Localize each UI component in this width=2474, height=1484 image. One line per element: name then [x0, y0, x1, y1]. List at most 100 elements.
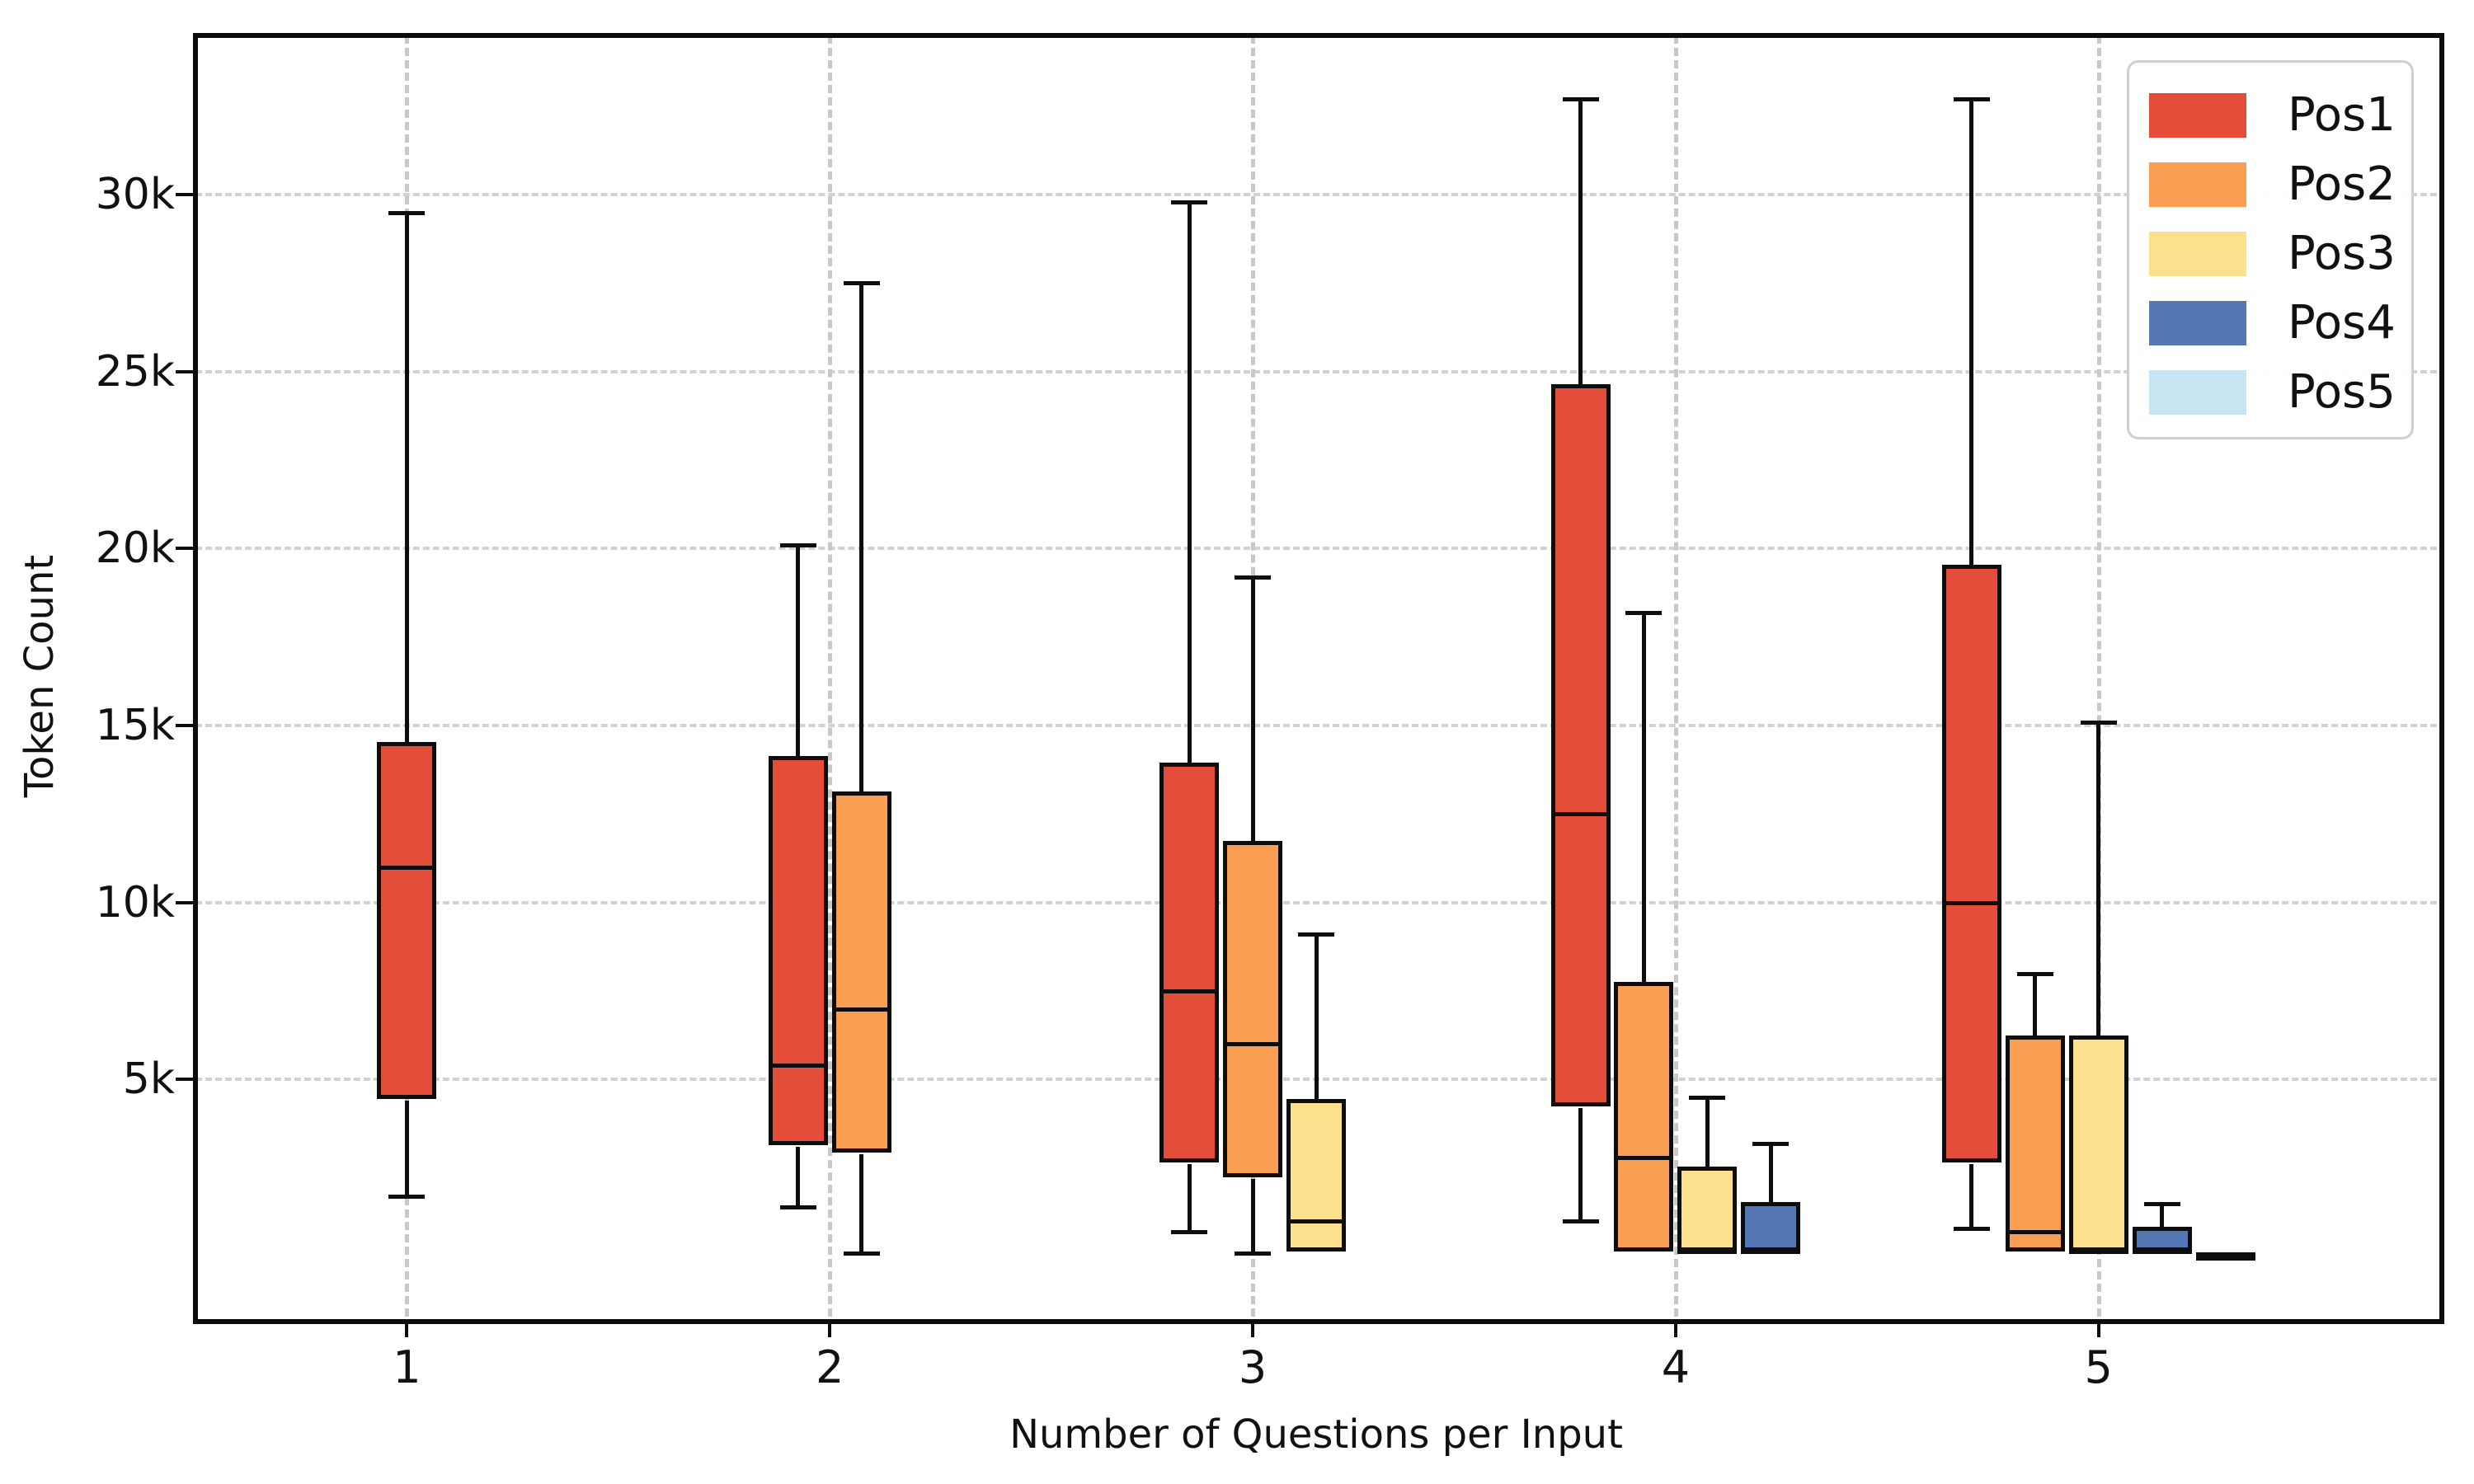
box-pos2-group2	[831, 791, 891, 1153]
y-tick-label-30k: 30k	[95, 170, 175, 220]
legend-label-pos3: Pos3	[2288, 227, 2396, 280]
box-pos1-group2	[768, 755, 828, 1145]
x-tick-label-5: 5	[2084, 1341, 2113, 1393]
gridline-v-2	[828, 35, 833, 1317]
y-tick-20k	[176, 547, 194, 551]
median-pos2-group5	[2005, 1229, 2065, 1234]
whisker-upper-pos2-group2	[859, 283, 864, 793]
y-axis-label: Token Count	[16, 554, 63, 798]
box-pos1-group5	[1941, 564, 2001, 1163]
whisker-cap-low-pos1-group5	[1953, 1226, 1990, 1231]
whisker-lower-pos2-group3	[1250, 1178, 1255, 1253]
x-tick-4	[1673, 1319, 1677, 1337]
box-pos3-group3	[1286, 1099, 1346, 1252]
whisker-upper-pos2-group4	[1641, 612, 1646, 984]
median-pos5-group5	[2195, 1252, 2255, 1256]
median-pos2-group2	[831, 1007, 891, 1012]
whisker-lower-pos1-group2	[796, 1146, 801, 1207]
median-pos2-group3	[1223, 1042, 1283, 1047]
whisker-upper-pos1-group2	[796, 545, 801, 758]
legend-item-pos5: Pos5	[2149, 358, 2411, 427]
whisker-upper-pos3-group4	[1705, 1097, 1710, 1168]
plot-area	[195, 35, 2437, 1317]
x-tick-3	[1251, 1319, 1255, 1337]
whisker-cap-high-pos4-group5	[2143, 1201, 2180, 1206]
whisker-cap-low-pos1-group3	[1171, 1229, 1208, 1234]
whisker-upper-pos2-group5	[2033, 973, 2038, 1037]
whisker-lower-pos1-group4	[1578, 1107, 1583, 1222]
legend-item-pos4: Pos4	[2149, 289, 2411, 358]
whisker-lower-pos2-group2	[859, 1153, 864, 1253]
whisker-upper-pos1-group1	[404, 212, 409, 744]
legend-label-pos2: Pos2	[2288, 157, 2396, 211]
x-tick-label-1: 1	[393, 1341, 421, 1393]
legend-label-pos1: Pos1	[2288, 88, 2396, 142]
box-pos3-group5	[2068, 1035, 2128, 1252]
whisker-cap-high-pos1-group5	[1953, 97, 1990, 102]
whisker-cap-high-pos3-group4	[1689, 1095, 1726, 1100]
box-pos2-group3	[1223, 840, 1283, 1177]
whisker-cap-low-pos1-group4	[1562, 1219, 1599, 1224]
legend-item-pos1: Pos1	[2149, 81, 2411, 150]
y-tick-15k	[176, 724, 194, 728]
y-tick-5k	[176, 1078, 194, 1082]
box-pos3-group4	[1677, 1166, 1738, 1252]
whisker-cap-high-pos1-group2	[779, 543, 816, 548]
x-tick-2	[828, 1319, 832, 1337]
gridline-h-30k	[195, 193, 2437, 197]
whisker-upper-pos2-group3	[1250, 576, 1255, 843]
box-pos1-group1	[377, 741, 437, 1100]
gridline-v-5	[2096, 35, 2101, 1317]
whisker-upper-pos1-group3	[1187, 201, 1192, 765]
whisker-lower-pos1-group1	[404, 1101, 409, 1197]
box-pos1-group4	[1550, 383, 1611, 1106]
x-tick-label-4: 4	[1661, 1341, 1691, 1393]
median-pos4-group5	[2132, 1249, 2192, 1254]
y-tick-label-10k: 10k	[95, 877, 175, 928]
legend-label-pos4: Pos4	[2288, 296, 2396, 350]
median-pos4-group4	[1741, 1249, 1801, 1254]
box-pos4-group5	[2132, 1226, 2192, 1252]
box-pos4-group4	[1741, 1201, 1801, 1252]
whisker-cap-low-pos1-group2	[779, 1205, 816, 1209]
whisker-cap-low-pos1-group1	[388, 1195, 426, 1200]
whisker-cap-low-pos2-group2	[843, 1251, 880, 1256]
whisker-cap-high-pos1-group1	[388, 210, 426, 215]
y-tick-label-25k: 25k	[95, 346, 175, 397]
median-pos3-group4	[1677, 1249, 1738, 1254]
whisker-cap-high-pos3-group5	[2080, 720, 2117, 725]
x-axis-label: Number of Questions per Input	[1009, 1411, 1623, 1458]
box-pos2-group4	[1614, 982, 1674, 1252]
whisker-lower-pos1-group3	[1187, 1164, 1192, 1232]
box-pos2-group5	[2005, 1035, 2065, 1252]
gridline-h-10k	[195, 900, 2437, 904]
legend-swatch-pos3	[2149, 232, 2246, 276]
y-tick-10k	[176, 900, 194, 904]
median-pos1-group5	[1941, 900, 2001, 905]
legend-item-pos3: Pos3	[2149, 219, 2411, 289]
x-tick-label-3: 3	[1238, 1341, 1268, 1393]
median-pos1-group4	[1550, 812, 1611, 817]
legend-item-pos2: Pos2	[2149, 150, 2411, 219]
median-pos1-group3	[1159, 989, 1220, 994]
x-tick-1	[405, 1319, 409, 1337]
whisker-upper-pos1-group4	[1578, 99, 1583, 386]
whisker-cap-high-pos4-group4	[1752, 1141, 1790, 1146]
median-pos2-group4	[1614, 1155, 1674, 1160]
legend-swatch-pos5	[2149, 370, 2246, 415]
whisker-cap-high-pos1-group4	[1562, 97, 1599, 102]
whisker-upper-pos4-group4	[1768, 1143, 1773, 1204]
median-pos3-group3	[1286, 1219, 1346, 1224]
gridline-h-25k	[195, 369, 2437, 373]
y-tick-label-20k: 20k	[95, 524, 175, 574]
whisker-cap-high-pos3-group3	[1298, 932, 1334, 937]
whisker-upper-pos4-group5	[2160, 1203, 2165, 1228]
y-tick-label-15k: 15k	[95, 701, 175, 751]
whisker-cap-high-pos2-group5	[2016, 971, 2053, 976]
legend: Pos1 Pos2 Pos3 Pos4 Pos5	[2127, 60, 2414, 439]
y-tick-label-5k: 5k	[122, 1054, 175, 1105]
y-tick-25k	[176, 369, 194, 373]
whisker-cap-high-pos1-group3	[1171, 200, 1208, 204]
median-pos3-group5	[2068, 1249, 2128, 1254]
legend-swatch-pos1	[2149, 93, 2246, 138]
